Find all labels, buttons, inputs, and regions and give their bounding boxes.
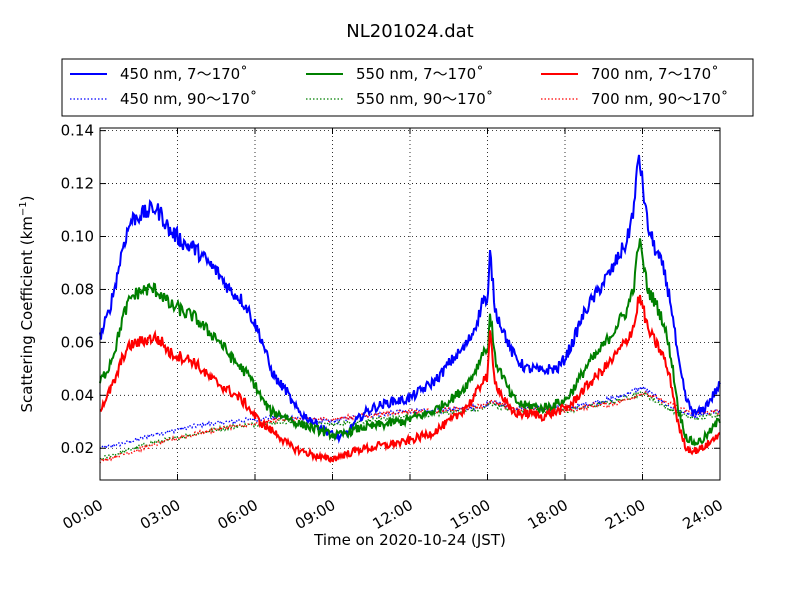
y-tick-label: 0.06 xyxy=(61,333,94,351)
legend-box xyxy=(61,58,754,117)
series-line xyxy=(99,238,721,447)
legend-label: 550 nm, 90～170˚ xyxy=(356,90,493,108)
legend-label: 450 nm, 90～170˚ xyxy=(120,90,257,108)
legend-label: 700 nm, 90～170˚ xyxy=(591,90,728,108)
series-line xyxy=(99,154,721,444)
series-line xyxy=(99,391,721,464)
chart-title: NL201024.dat xyxy=(346,21,473,42)
series-line xyxy=(99,384,721,450)
y-axis-label-main: Scattering Coefficient (km xyxy=(18,216,36,412)
y-tick-label: 0.14 xyxy=(61,122,94,140)
legend-label: 550 nm, 7～170˚ xyxy=(356,65,484,83)
series-line xyxy=(99,294,721,464)
x-axis-label: Time on 2020-10-24 (JST) xyxy=(313,531,506,549)
legend-label: 450 nm, 7～170˚ xyxy=(120,65,248,83)
legend: 450 nm, 7～170˚ 550 nm, 7～170˚ 700 nm, 7～17… xyxy=(61,58,754,117)
y-tick-label: 0.04 xyxy=(61,386,94,404)
y-axis-label: Scattering Coefficient (km−1) xyxy=(18,195,36,412)
y-axis-label-exponent: −1 xyxy=(18,201,29,216)
y-tick-label: 0.08 xyxy=(61,280,94,298)
series-layer xyxy=(99,154,721,464)
y-axis-label-close: ) xyxy=(18,195,36,201)
y-tick-label: 0.12 xyxy=(61,175,94,193)
y-tick-label: 0.02 xyxy=(61,439,94,457)
legend-label: 700 nm, 7～170˚ xyxy=(591,65,719,83)
y-tick-label: 0.10 xyxy=(61,228,94,246)
